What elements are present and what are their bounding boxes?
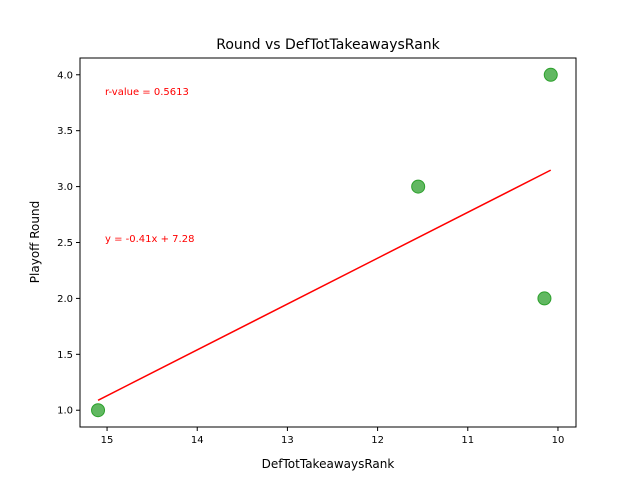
y-tick-label: 4.0 — [57, 70, 73, 81]
y-tick-label: 2.5 — [57, 238, 73, 249]
plot-area — [80, 58, 576, 427]
x-tick-label: 11 — [461, 435, 474, 446]
regression-layer — [97, 169, 552, 401]
x-tick-label: 13 — [281, 435, 294, 446]
x-tick-label: 14 — [191, 435, 204, 446]
x-tick-label: 15 — [101, 435, 114, 446]
data-point — [411, 179, 426, 194]
equation-annotation: y = -0.41x + 7.28 — [105, 234, 194, 245]
x-axis-title: DefTotTakeawaysRank — [262, 457, 395, 471]
regression-line — [97, 169, 552, 401]
r-value-annotation: r-value = 0.5613 — [105, 87, 189, 98]
data-point — [91, 403, 106, 418]
points-layer — [91, 67, 558, 418]
y-axis-title: Playoff Round — [28, 201, 42, 283]
y-tick-label: 2.0 — [57, 294, 73, 305]
plot-frame — [79, 57, 577, 428]
data-point — [543, 67, 558, 82]
x-tick-label: 12 — [371, 435, 384, 446]
y-tick-label: 3.0 — [57, 182, 73, 193]
x-ticks: 15 14 13 12 11 10 — [101, 427, 565, 446]
data-point — [537, 291, 552, 306]
y-tick-label: 3.5 — [57, 126, 73, 137]
chart-title: Round vs DefTotTakeawaysRank — [216, 37, 440, 53]
y-tick-label: 1.0 — [57, 406, 73, 417]
x-tick-label: 10 — [552, 435, 565, 446]
y-tick-label: 1.5 — [57, 350, 73, 361]
y-ticks: 1.0 1.5 2.0 2.5 3.0 3.5 4.0 — [57, 70, 80, 417]
